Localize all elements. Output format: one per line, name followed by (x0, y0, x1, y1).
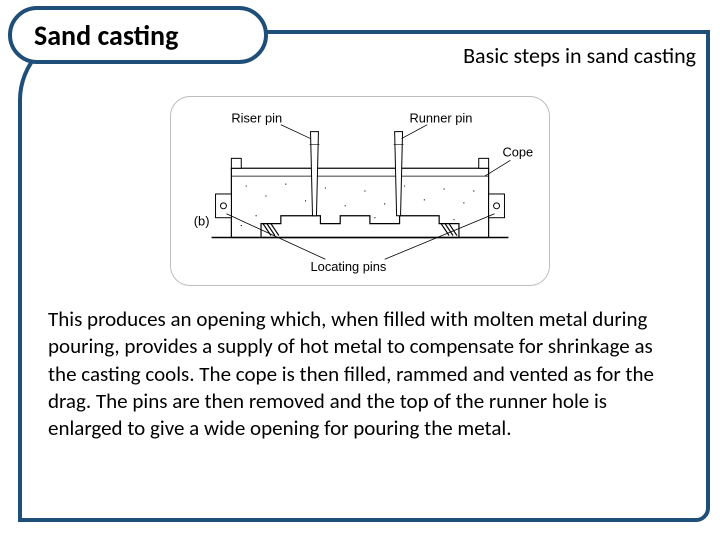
sand-casting-diagram: (b) (171, 97, 549, 285)
title-pill: Sand casting (8, 6, 268, 64)
pattern-cavity (261, 216, 459, 238)
riser-pin-label: Riser pin (231, 111, 282, 126)
runner-pin-label: Runner pin (409, 111, 472, 126)
page-title: Sand casting (34, 18, 178, 53)
runner-pin-leader (402, 125, 428, 139)
diagram-container: (b) (170, 96, 550, 286)
page-subtitle: Basic steps in sand casting (463, 42, 696, 69)
riser-pin-leader (281, 125, 311, 139)
right-handle (479, 158, 489, 168)
left-handle (231, 158, 241, 168)
diagram-panel-label: (b) (194, 214, 210, 229)
right-lug-hole (494, 203, 500, 209)
cope-label: Cope (502, 144, 533, 159)
locating-pins-label: Locating pins (311, 259, 387, 274)
body-paragraph: This produces an opening which, when fil… (48, 306, 672, 442)
left-lug-hole (220, 203, 226, 209)
